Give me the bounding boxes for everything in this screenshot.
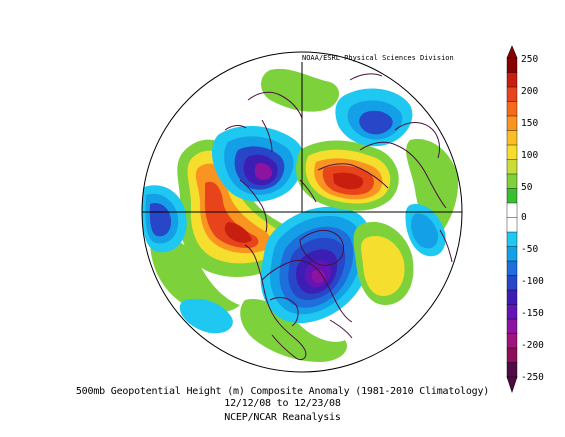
colorbar-box [506, 347, 518, 364]
map-border [141, 51, 463, 373]
green-band-south [240, 299, 348, 362]
colorbar-label-150: 150 [521, 118, 539, 129]
green-band-north [261, 68, 340, 112]
colorbar-label-0: 0 [521, 212, 527, 223]
colorbar-arrow-bottom [506, 376, 518, 393]
colorbar-box [506, 275, 518, 291]
colorbar-box [506, 333, 518, 349]
colorbar-box [506, 86, 518, 103]
trough-pacific [142, 185, 187, 253]
colorbar-box [506, 173, 518, 190]
caption-source: NCEP/NCAR Reanalysis [224, 412, 341, 423]
colorbar-box [506, 101, 518, 117]
caption-dates: 12/12/08 to 12/23/08 [224, 398, 341, 409]
colorbar-label-neg200: -200 [521, 340, 544, 351]
caption-title: 500mb Geopotential Height (m) Composite … [75, 386, 490, 397]
ridge-arctic [296, 140, 399, 211]
colorbar-box [506, 362, 518, 378]
ridge-pacific [177, 139, 296, 277]
colorbar-label-neg50: -50 [521, 244, 539, 255]
colorbar-arrow-top [506, 45, 518, 59]
colorbar-label-neg250: -250 [521, 372, 544, 383]
colorbar-box [506, 159, 518, 175]
colorbar-box [506, 304, 518, 320]
colorbar-label-250: 250 [521, 54, 539, 65]
colorbar-box [506, 231, 518, 248]
colorbar-box [506, 246, 518, 262]
green-band-west [150, 236, 240, 313]
colorbar-label-200: 200 [521, 86, 539, 97]
colorbar-box [506, 202, 518, 219]
colorbar-box [506, 260, 518, 277]
credit-label: NOAA/ESRL Physical Sciences Division [302, 54, 454, 62]
colorbar-box [506, 188, 518, 204]
trough-north-america [260, 206, 373, 324]
coastlines [224, 73, 453, 361]
crosshair [142, 62, 462, 213]
colorbar-box [506, 57, 518, 74]
colorbar-label-neg100: -100 [521, 276, 544, 287]
green-band-east [406, 139, 459, 240]
colorbar-box [506, 144, 518, 161]
colorbar-label-100: 100 [521, 150, 539, 161]
colorbar [506, 45, 518, 393]
ridge-atlantic [353, 221, 414, 305]
colorbar-label-neg150: -150 [521, 308, 544, 319]
colorbar-box [506, 318, 518, 335]
colorbar-box [506, 130, 518, 146]
colorbar-box [506, 289, 518, 306]
colorbar-box [506, 115, 518, 132]
trough-siberia [211, 125, 305, 202]
trough-pacific-south [179, 298, 233, 334]
colorbar-label-50: 50 [521, 182, 533, 193]
colorbar-box [506, 72, 518, 88]
colorbar-box [506, 217, 518, 233]
